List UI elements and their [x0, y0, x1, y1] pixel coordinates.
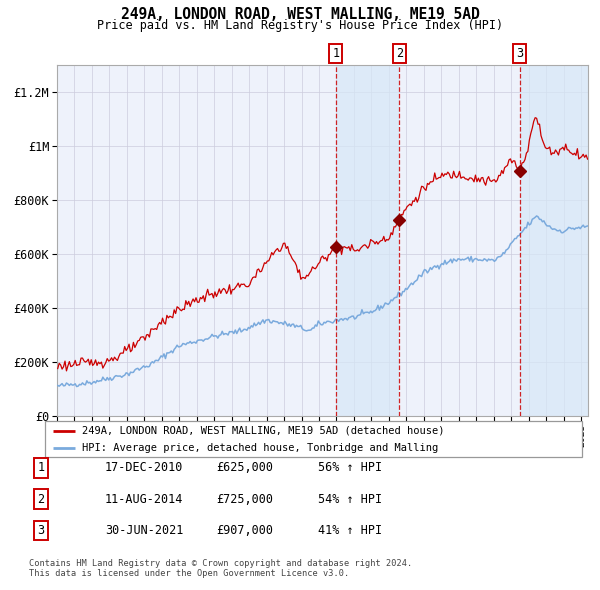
- Text: 17-DEC-2010: 17-DEC-2010: [105, 461, 184, 474]
- Text: £725,000: £725,000: [216, 493, 273, 506]
- Text: 1: 1: [332, 47, 340, 60]
- Text: £625,000: £625,000: [216, 461, 273, 474]
- Text: HPI: Average price, detached house, Tonbridge and Malling: HPI: Average price, detached house, Tonb…: [82, 443, 438, 453]
- Text: Price paid vs. HM Land Registry's House Price Index (HPI): Price paid vs. HM Land Registry's House …: [97, 19, 503, 32]
- Text: 56% ↑ HPI: 56% ↑ HPI: [318, 461, 382, 474]
- Text: 1: 1: [37, 461, 44, 474]
- Text: This data is licensed under the Open Government Licence v3.0.: This data is licensed under the Open Gov…: [29, 569, 349, 578]
- Text: 2: 2: [396, 47, 403, 60]
- Text: 3: 3: [37, 524, 44, 537]
- Text: 249A, LONDON ROAD, WEST MALLING, ME19 5AD (detached house): 249A, LONDON ROAD, WEST MALLING, ME19 5A…: [82, 425, 444, 435]
- Text: 54% ↑ HPI: 54% ↑ HPI: [318, 493, 382, 506]
- Bar: [336, 65, 400, 416]
- Text: Contains HM Land Registry data © Crown copyright and database right 2024.: Contains HM Land Registry data © Crown c…: [29, 559, 412, 568]
- Text: 249A, LONDON ROAD, WEST MALLING, ME19 5AD: 249A, LONDON ROAD, WEST MALLING, ME19 5A…: [121, 7, 479, 22]
- Text: 30-JUN-2021: 30-JUN-2021: [105, 524, 184, 537]
- Text: 11-AUG-2014: 11-AUG-2014: [105, 493, 184, 506]
- Text: 2: 2: [37, 493, 44, 506]
- Text: 41% ↑ HPI: 41% ↑ HPI: [318, 524, 382, 537]
- Text: 3: 3: [516, 47, 523, 60]
- FancyBboxPatch shape: [45, 421, 582, 457]
- Bar: [520, 65, 588, 416]
- Text: £907,000: £907,000: [216, 524, 273, 537]
